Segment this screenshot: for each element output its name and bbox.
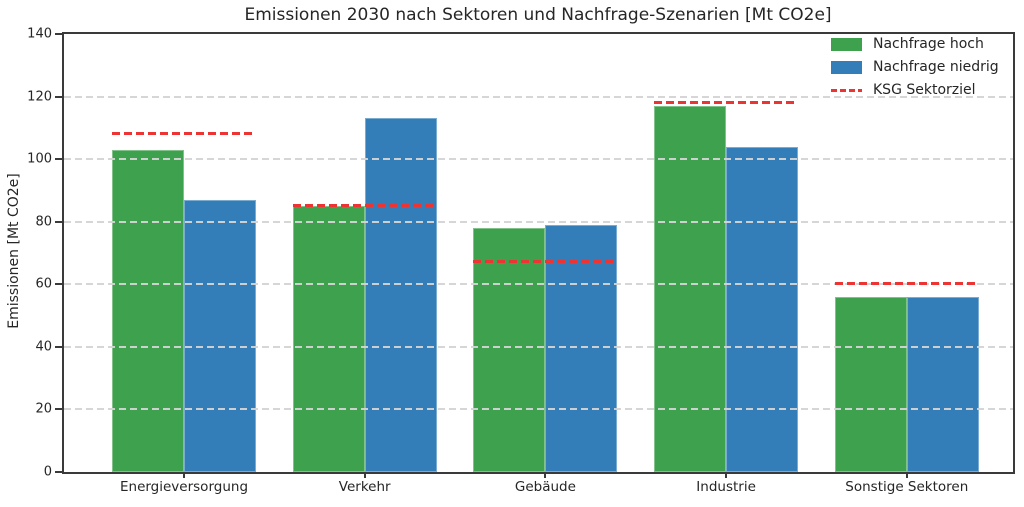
ytick-label-20: 20 <box>35 401 52 417</box>
legend-label: Nachfrage hoch <box>873 36 984 52</box>
gridline-y-40 <box>64 345 1013 348</box>
ytick-mark-20 <box>55 408 62 411</box>
ytick-label-40: 40 <box>35 339 52 355</box>
gridline-y-80 <box>64 220 1013 223</box>
xtick-label-verkehr: Verkehr <box>338 479 391 495</box>
bar-nachfrage-hoch-sonstige-sektoren <box>834 296 907 472</box>
ytick-label-120: 120 <box>27 89 52 105</box>
legend-item-ksg-sektorziel: KSG Sektorziel <box>831 82 999 98</box>
xtick-label-energieversorgung: Energieversorgung <box>119 479 249 495</box>
bar-nachfrage-niedrig-industrie <box>726 146 799 472</box>
xtick-mark-industrie <box>725 472 728 478</box>
ytick-label-80: 80 <box>35 214 52 230</box>
ytick-label-100: 100 <box>27 151 52 167</box>
legend-label: Nachfrage niedrig <box>873 59 999 75</box>
gridline-y-100 <box>64 158 1013 161</box>
chart-title: Emissionen 2030 nach Sektoren und Nachfr… <box>244 5 832 25</box>
ytick-mark-40 <box>55 345 62 348</box>
target-line-geb-ude <box>473 260 618 264</box>
ytick-label-0: 0 <box>43 464 52 480</box>
plot-area <box>62 32 1015 474</box>
legend: Nachfrage hoch Nachfrage niedrig KSG Sekto… <box>831 36 999 98</box>
target-line-sonstige-sektoren <box>834 282 979 286</box>
xtick-mark-verkehr <box>363 472 366 478</box>
xtick-label-geb-ude: Gebäude <box>514 479 576 495</box>
bar-nachfrage-niedrig-verkehr <box>364 118 437 472</box>
legend-swatch-icon <box>831 37 862 51</box>
ytick-mark-140 <box>55 33 62 35</box>
legend-label: KSG Sektorziel <box>873 82 976 98</box>
target-line-verkehr <box>292 204 437 208</box>
y-axis-label: Emissionen [Mt CO2e] <box>6 173 22 329</box>
xtick-mark-geb-ude <box>544 472 547 478</box>
gridline-y-120 <box>64 95 1013 98</box>
xtick-mark-energieversorgung <box>183 472 185 478</box>
xtick-label-industrie: Industrie <box>696 479 756 495</box>
legend-item-nachfrage-hoch: Nachfrage hoch <box>831 36 999 52</box>
ytick-mark-100 <box>55 158 62 161</box>
target-line-energieversorgung <box>112 132 256 136</box>
bar-nachfrage-hoch-verkehr <box>292 206 365 472</box>
ytick-label-60: 60 <box>35 276 52 292</box>
ytick-label-140: 140 <box>27 26 52 42</box>
gridline-y-60 <box>64 283 1013 286</box>
target-line-industrie <box>654 100 799 104</box>
ytick-mark-0 <box>55 471 62 473</box>
xtick-mark-sonstige-sektoren <box>905 472 908 478</box>
bar-nachfrage-niedrig-geb-ude <box>545 224 618 472</box>
legend-dashed-line-icon <box>831 88 862 92</box>
gridline-y-20 <box>64 408 1013 411</box>
ytick-mark-80 <box>55 220 62 223</box>
bar-nachfrage-hoch-geb-ude <box>473 227 546 472</box>
ytick-mark-60 <box>55 283 62 286</box>
legend-item-nachfrage-niedrig: Nachfrage niedrig <box>831 59 999 75</box>
ytick-mark-120 <box>55 95 62 98</box>
xtick-label-sonstige-sektoren: Sonstige Sektoren <box>845 479 969 495</box>
bar-nachfrage-hoch-energieversorgung <box>112 149 184 472</box>
bar-nachfrage-niedrig-sonstige-sektoren <box>906 296 979 472</box>
legend-swatch-icon <box>831 60 862 74</box>
bar-nachfrage-niedrig-energieversorgung <box>184 199 256 472</box>
bar-nachfrage-hoch-industrie <box>654 105 727 472</box>
